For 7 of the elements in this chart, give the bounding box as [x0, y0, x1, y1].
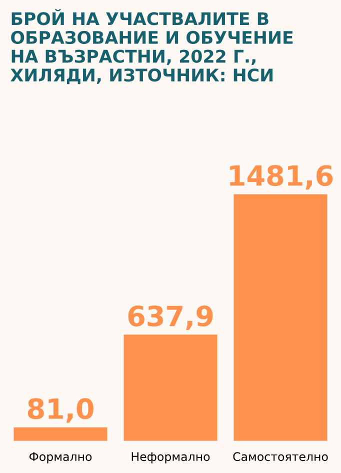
data-label: 81,0	[28, 398, 94, 423]
data-label: 1481,6	[230, 165, 333, 190]
x-tick-label: Самостоятелно	[233, 452, 328, 462]
data-label: 637,9	[128, 305, 213, 330]
chart-title: БРОЙ НА УЧАСТВАЛИТЕ В ОБРАЗОВАНИЕ И ОБУЧЕНИЕ НА ВЪЗРАСТНИ, 2022 Г., ХИЛЯДИ, ИЗТОЧНИК: НСИ	[10, 8, 293, 84]
x-tick-label: Формално	[29, 452, 92, 464]
x-tick-label: Неформално	[132, 452, 210, 464]
